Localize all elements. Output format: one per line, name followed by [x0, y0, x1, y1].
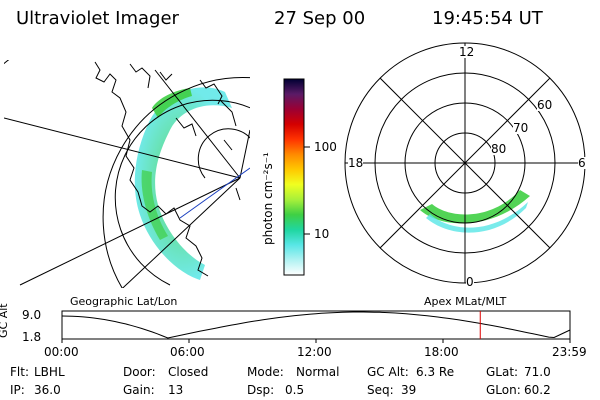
- altitude-xtick: 06:00: [170, 345, 205, 359]
- geo-map: [4, 60, 250, 288]
- mlat-70-label: 70: [513, 121, 529, 135]
- status-seq-value: 39: [401, 383, 417, 397]
- status-dsp-value: 0.5: [285, 383, 305, 397]
- polar-spokes: [345, 43, 585, 283]
- geo-coastline: [129, 63, 223, 137]
- status-mode-label: Mode:: [247, 365, 284, 379]
- altitude-ylabel: GC Alt: [0, 303, 10, 338]
- date-label: 27 Sep 00: [274, 8, 366, 29]
- geo-meridians: [4, 69, 250, 288]
- polar-aurora: [420, 190, 530, 224]
- status-dsp-label: Dsp:: [247, 383, 275, 397]
- status-glon-value: 60.2: [524, 383, 551, 397]
- polar-aurora: [426, 202, 528, 233]
- mlat-80-label: 80: [491, 142, 507, 156]
- geo-blue-line: [179, 167, 250, 219]
- status-door-label: Door:: [123, 365, 156, 379]
- polar-map-label: Apex MLat/MLT: [424, 295, 507, 308]
- mlt-12-label: 12: [459, 45, 475, 59]
- status-gcalt-label: GC Alt:: [367, 365, 409, 379]
- status-flt-value: LBHL: [34, 365, 65, 379]
- geo-coastline: [219, 99, 241, 201]
- geo-lat-arc: [4, 60, 10, 65]
- colorbar: [283, 78, 310, 276]
- altitude-xtick: 12:00: [297, 345, 332, 359]
- geo-aurora: [134, 87, 232, 281]
- altitude-curve: [61, 311, 571, 339]
- status-door-value: Closed: [168, 365, 209, 379]
- altitude-x-ticks: [61, 339, 571, 343]
- altitude-ytick-max: 9.0: [22, 308, 42, 322]
- geo-lat-arc: [197, 128, 250, 179]
- mlt-6-label: 6: [578, 156, 586, 170]
- altitude-frame: [61, 310, 571, 340]
- colorbar-tick-10: 10: [314, 227, 330, 241]
- mlat-60-label: 60: [537, 98, 553, 112]
- geo-coastline: [94, 61, 209, 277]
- status-ip-label: IP:: [10, 383, 25, 397]
- geo-lat-arc: [102, 77, 250, 288]
- status-gcalt-value: 6.3 Re: [416, 365, 455, 379]
- geo-map-label: Geographic Lat/Lon: [70, 295, 178, 308]
- status-gain-label: Gain:: [123, 383, 155, 397]
- altitude-xtick: 23:59: [552, 345, 587, 359]
- mlt-18-label: 18: [348, 156, 364, 170]
- status-flt-label: Flt:: [10, 365, 29, 379]
- status-ip-value: 36.0: [34, 383, 61, 397]
- colorbar-scale: [283, 78, 305, 276]
- polar-map: [344, 42, 586, 284]
- status-glat-label: GLat:: [486, 365, 519, 379]
- colorbar-tick-100: 100: [314, 140, 337, 154]
- status-glon-label: GLon:: [486, 383, 521, 397]
- time-label: 19:45:54 UT: [432, 8, 543, 29]
- altitude-ytick-min: 1.8: [22, 330, 42, 344]
- status-mode-value: Normal: [296, 365, 340, 379]
- altitude-xtick: 00:00: [44, 345, 79, 359]
- mlt-0-label: 0: [466, 275, 474, 289]
- instrument-title: Ultraviolet Imager: [16, 8, 179, 29]
- status-gain-value: 13: [168, 383, 184, 397]
- altitude-plot: [61, 310, 571, 343]
- geo-lat-arc: [114, 99, 250, 286]
- status-glat-value: 71.0: [524, 365, 551, 379]
- colorbar-unit: photon cm⁻²s⁻¹: [261, 152, 275, 245]
- status-seq-label: Seq:: [367, 383, 394, 397]
- altitude-xtick: 18:00: [424, 345, 459, 359]
